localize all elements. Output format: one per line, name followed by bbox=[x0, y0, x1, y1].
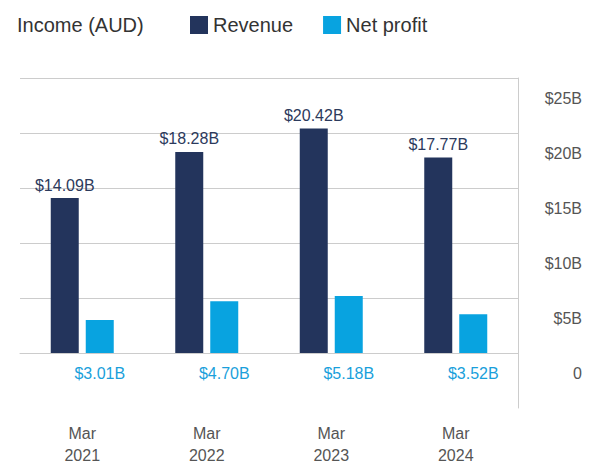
svg-text:$3.52B: $3.52B bbox=[448, 365, 499, 382]
svg-text:$5.18B: $5.18B bbox=[323, 365, 374, 382]
svg-text:Mar: Mar bbox=[68, 425, 96, 442]
svg-text:$20B: $20B bbox=[545, 145, 582, 162]
svg-text:Mar: Mar bbox=[193, 425, 221, 442]
svg-text:0: 0 bbox=[573, 365, 582, 382]
svg-text:$17.77B: $17.77B bbox=[408, 136, 468, 153]
svg-text:2024: 2024 bbox=[438, 447, 474, 464]
svg-text:Net profit: Net profit bbox=[346, 14, 428, 36]
svg-text:Revenue: Revenue bbox=[213, 14, 293, 36]
svg-text:$15B: $15B bbox=[545, 200, 582, 217]
svg-text:$10B: $10B bbox=[545, 255, 582, 272]
svg-text:$14.09B: $14.09B bbox=[35, 177, 95, 194]
svg-text:$18.28B: $18.28B bbox=[159, 130, 219, 147]
svg-text:$4.70B: $4.70B bbox=[199, 365, 250, 382]
svg-text:Mar: Mar bbox=[442, 425, 470, 442]
svg-text:Mar: Mar bbox=[317, 425, 345, 442]
svg-text:Income (AUD): Income (AUD) bbox=[17, 14, 144, 36]
svg-text:2022: 2022 bbox=[189, 447, 225, 464]
svg-text:$3.01B: $3.01B bbox=[74, 365, 125, 382]
svg-text:2021: 2021 bbox=[64, 447, 100, 464]
svg-text:$25B: $25B bbox=[545, 90, 582, 107]
svg-text:$5B: $5B bbox=[554, 310, 582, 327]
svg-text:2023: 2023 bbox=[313, 447, 349, 464]
svg-text:$20.42B: $20.42B bbox=[284, 107, 344, 124]
